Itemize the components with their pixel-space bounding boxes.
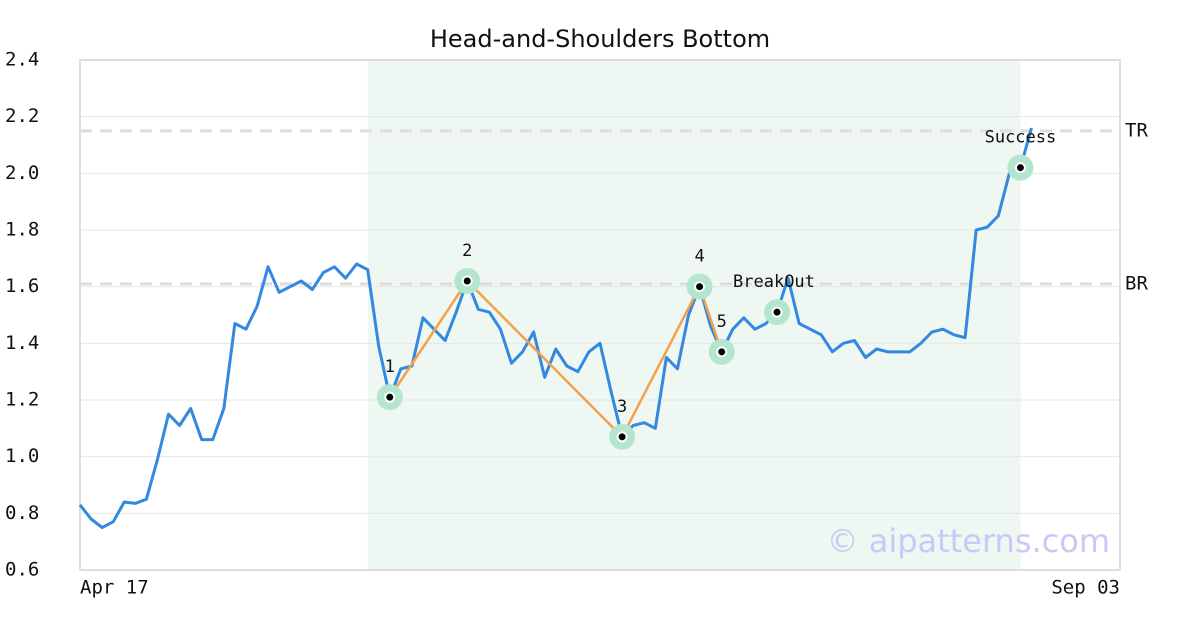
plot-frame	[79, 59, 1121, 571]
y-tick-label: 1.0	[5, 445, 39, 467]
point-label: 2	[462, 241, 472, 261]
point-label: 3	[617, 397, 627, 417]
pattern-region	[367, 60, 1021, 570]
point-dot	[694, 281, 706, 293]
point-dot	[1014, 162, 1026, 174]
chart-title: Head-and-Shoulders Bottom	[430, 25, 770, 53]
y-tick-label: 0.6	[5, 559, 39, 581]
point-label: 5	[717, 312, 727, 332]
y-tick-label: 0.8	[5, 502, 39, 524]
x-tick-label: Sep 03	[1051, 577, 1120, 599]
watermark: © aipatterns.com	[827, 522, 1110, 560]
point-label: BreakOut	[733, 272, 815, 292]
point-dot	[716, 346, 728, 358]
y-tick-label: 1.6	[5, 275, 39, 297]
y-tick-label: 2.0	[5, 162, 39, 184]
y-tick-label: 2.4	[5, 49, 39, 71]
x-tick-label: Apr 17	[80, 577, 149, 599]
point-dot	[384, 391, 396, 403]
level-label: BR	[1125, 272, 1148, 294]
point-label: 4	[694, 247, 704, 267]
point-label: Success	[985, 128, 1057, 148]
point-label: 1	[385, 357, 395, 377]
level-label: TR	[1125, 119, 1148, 141]
y-tick-label: 1.2	[5, 389, 39, 411]
y-tick-label: 1.4	[5, 332, 39, 354]
price-line	[78, 127, 1033, 529]
y-tick-label: 2.2	[5, 105, 39, 127]
point-dot	[616, 431, 628, 443]
point-dot	[461, 275, 473, 287]
point-dot	[771, 306, 783, 318]
y-tick-label: 1.8	[5, 219, 39, 241]
